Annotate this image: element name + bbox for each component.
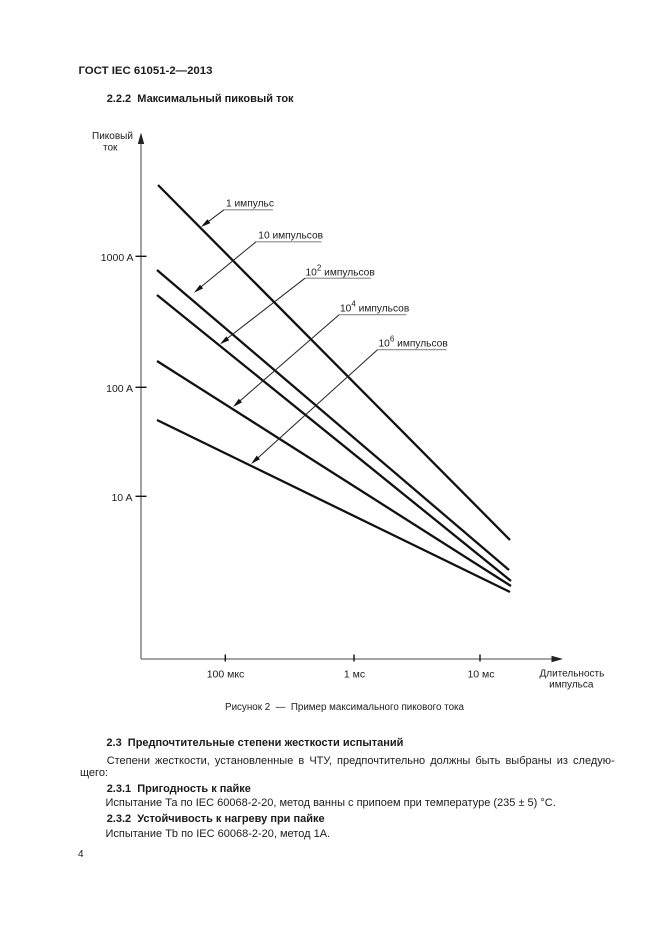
svg-text:Пиковый: Пиковый bbox=[92, 131, 133, 142]
svg-text:10 A: 10 A bbox=[111, 492, 132, 504]
svg-text:10 мс: 10 мс bbox=[467, 669, 494, 681]
svg-text:1000 A: 1000 A bbox=[101, 252, 134, 264]
svg-text:импульса: импульса bbox=[549, 679, 594, 690]
svg-text:ток: ток bbox=[103, 143, 118, 154]
svg-text:Длительность: Длительность bbox=[539, 668, 604, 679]
svg-text:1 мс: 1 мс bbox=[344, 669, 365, 681]
svg-text:10 импульсов: 10 импульсов bbox=[258, 231, 323, 242]
svg-text:1 импульс: 1 импульс bbox=[226, 199, 274, 210]
svg-text:100 мкс: 100 мкс bbox=[207, 669, 245, 681]
svg-text:100 A: 100 A bbox=[106, 383, 133, 395]
svg-text:102 импульсов: 102 импульсов bbox=[306, 263, 375, 278]
svg-text:104 импульсов: 104 импульсов bbox=[340, 300, 409, 315]
svg-text:106 импульсов: 106 импульсов bbox=[379, 335, 448, 350]
